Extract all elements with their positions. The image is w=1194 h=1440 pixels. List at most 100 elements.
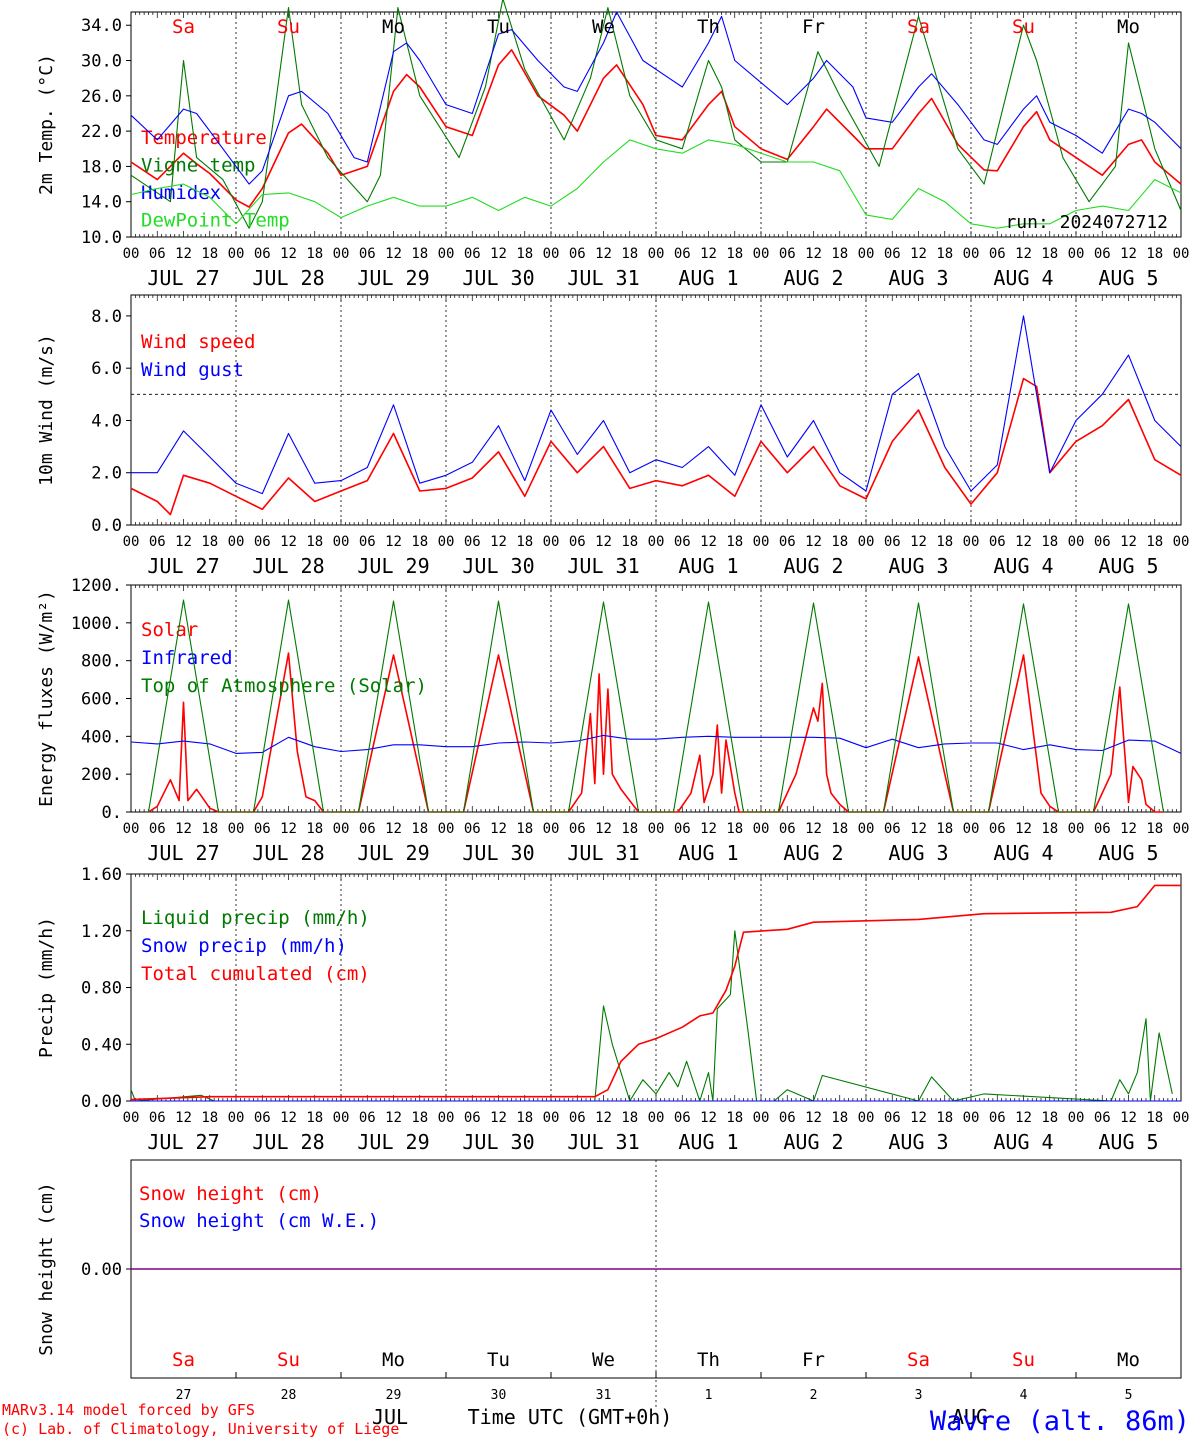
day-label: JUL 29	[357, 1130, 429, 1154]
y-tick-label: 800.	[81, 652, 122, 672]
series-line-wind-gust	[131, 315, 1182, 495]
weekday-label-top: Su	[277, 16, 300, 38]
hour-label: 12	[1120, 1110, 1137, 1126]
footer-model: MARv3.14 model forced by GFS	[2, 1401, 255, 1419]
hour-label: 00	[228, 534, 245, 550]
day-label: AUG 1	[678, 266, 738, 290]
hour-label: 18	[936, 821, 953, 837]
hour-label: 18	[1146, 821, 1163, 837]
hour-label: 00	[1068, 534, 1085, 550]
hour-label: 12	[700, 821, 717, 837]
y-tick-label: 0.00	[81, 1260, 122, 1280]
y-tick-label: 0.80	[81, 979, 122, 999]
hour-label: 00	[438, 821, 455, 837]
run-annotation: run: 2024072712	[1005, 212, 1168, 233]
hour-label: 00	[753, 821, 770, 837]
hour-label: 12	[1015, 1110, 1032, 1126]
weekday-label-bottom: Su	[277, 1349, 300, 1371]
hour-label: 06	[1094, 821, 1111, 837]
hour-label: 00	[438, 1110, 455, 1126]
hour-label: 18	[621, 1110, 638, 1126]
hour-label: 18	[621, 821, 638, 837]
hour-label: 00	[123, 246, 140, 262]
y-tick-label: 26.0	[81, 87, 122, 107]
hour-label: 12	[490, 1110, 507, 1126]
y-tick-label: 10.0	[81, 228, 122, 248]
weekday-label-bottom: Mo	[382, 1349, 405, 1371]
y-tick-label: 0.0	[91, 516, 122, 536]
day-label: JUL 29	[357, 841, 429, 865]
hour-label: 00	[543, 821, 560, 837]
hour-label: 18	[411, 246, 428, 262]
hour-label: 06	[359, 821, 376, 837]
hour-label: 18	[726, 534, 743, 550]
series-line-top-of-atmosphere-solar-	[147, 599, 1165, 813]
hour-label: 06	[254, 534, 271, 550]
hour-label: 12	[1015, 246, 1032, 262]
hour-label: 00	[333, 534, 350, 550]
hour-label: 00	[648, 1110, 665, 1126]
day-label: JUL 29	[357, 554, 429, 578]
day-label: AUG 2	[783, 554, 843, 578]
day-label: AUG 2	[783, 266, 843, 290]
hour-label: 12	[385, 246, 402, 262]
hour-label: 06	[1094, 534, 1111, 550]
day-label: JUL 27	[147, 266, 219, 290]
weekday-label-bottom: Th	[697, 1349, 720, 1371]
hour-label: 06	[884, 246, 901, 262]
day-label: JUL 28	[252, 841, 324, 865]
day-label: JUL 30	[462, 841, 534, 865]
hour-label: 00	[858, 1110, 875, 1126]
hour-label: 06	[674, 821, 691, 837]
y-tick-label: 8.0	[91, 307, 122, 327]
hour-label: 12	[175, 534, 192, 550]
weekday-label-top: Sa	[907, 16, 930, 38]
hour-label: 06	[989, 821, 1006, 837]
hour-label: 18	[306, 1110, 323, 1126]
hour-label: 12	[805, 534, 822, 550]
day-label: JUL 30	[462, 1130, 534, 1154]
station-title: Wavre (alt. 86m)	[930, 1406, 1190, 1437]
hour-label: 06	[464, 534, 481, 550]
day-number: 2	[810, 1388, 818, 1403]
series-line-total-cumulated-cm-	[130, 884, 1181, 1101]
hour-label: 00	[1173, 1110, 1190, 1126]
series-line-dewpoint-temp	[130, 139, 1182, 229]
day-number: 5	[1125, 1388, 1133, 1403]
y-tick-label: 400.	[81, 727, 122, 747]
day-label: AUG 5	[1098, 554, 1158, 578]
hour-label: 00	[648, 534, 665, 550]
hour-label: 06	[464, 821, 481, 837]
hour-label: 12	[805, 821, 822, 837]
y-tick-label: 4.0	[91, 411, 122, 431]
day-number: 27	[176, 1388, 192, 1403]
hour-label: 06	[569, 534, 586, 550]
hour-label: 18	[831, 821, 848, 837]
hour-label: 12	[175, 246, 192, 262]
hour-label: 00	[333, 1110, 350, 1126]
hour-label: 06	[674, 246, 691, 262]
day-number: 31	[596, 1388, 612, 1403]
day-label: JUL 27	[147, 554, 219, 578]
hour-label: 18	[936, 1110, 953, 1126]
hour-label: 00	[333, 246, 350, 262]
hour-label: 12	[280, 246, 297, 262]
hour-label: 18	[306, 246, 323, 262]
hour-label: 12	[595, 534, 612, 550]
y-tick-label: 22.0	[81, 122, 122, 142]
hour-label: 00	[438, 534, 455, 550]
hour-label: 06	[779, 534, 796, 550]
day-label: AUG 4	[993, 841, 1053, 865]
day-number: 3	[915, 1388, 923, 1403]
hour-label: 00	[1173, 821, 1190, 837]
hour-label: 12	[385, 821, 402, 837]
legend-entry: Solar	[141, 619, 198, 641]
day-label: JUL 28	[252, 266, 324, 290]
day-number: 29	[386, 1388, 402, 1403]
hour-label: 18	[201, 534, 218, 550]
weekday-label-top: Su	[1012, 16, 1035, 38]
day-label: JUL 30	[462, 554, 534, 578]
month-label: JUL	[372, 1405, 408, 1429]
hour-label: 00	[963, 534, 980, 550]
hour-label: 12	[280, 534, 297, 550]
